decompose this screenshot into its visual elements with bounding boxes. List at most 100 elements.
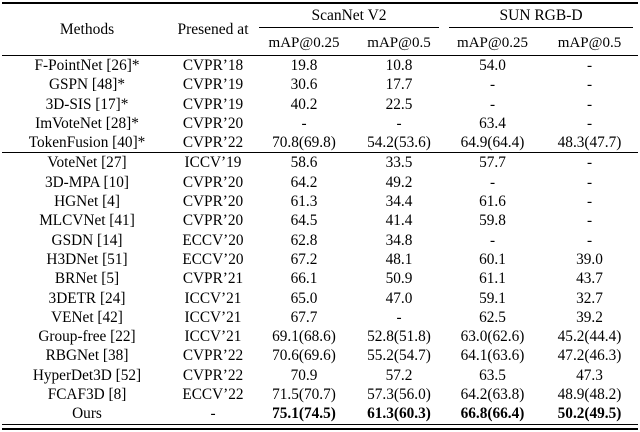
value-cell: 39.0 bbox=[576, 250, 603, 268]
value-cell: 54.0 bbox=[479, 57, 506, 74]
col-group-sunrgbd-label: SUN RGB-D bbox=[449, 4, 634, 28]
method-cell: ImVoteNet [28]* bbox=[35, 114, 139, 132]
value-cell: 40.2 bbox=[290, 95, 318, 113]
table-row: HGNet [4] CVPR’20 61.3 34.4 61.6 - bbox=[2, 192, 638, 211]
bottom-rule bbox=[2, 427, 638, 430]
method-cell: Group-free [22] bbox=[38, 328, 136, 346]
value-cell: 61.1 bbox=[479, 270, 506, 288]
venue-cell: ICCV’21 bbox=[184, 308, 242, 326]
table-row: MLCVNet [41] CVPR’20 64.5 41.4 59.8 - bbox=[2, 211, 638, 230]
venue-cell: CVPR’20 bbox=[182, 193, 244, 211]
value-cell: 30.6 bbox=[290, 76, 318, 94]
value-cell: 57.7 bbox=[444, 152, 541, 172]
table-row: FCAF3D [8] ECCV’22 71.5(70.7) 57.3(56.0) 64.… bbox=[2, 385, 638, 404]
value-cell: 62.5 bbox=[479, 308, 506, 326]
table-header: Methods Presened at ScanNet V2 SUN RGB-D… bbox=[2, 2, 639, 56]
value-cell: 34.4 bbox=[385, 193, 413, 211]
venue-cell: - bbox=[172, 404, 254, 425]
value-cell: 62.8 bbox=[290, 231, 318, 249]
method-cell: HGNet [4] bbox=[54, 193, 120, 211]
venue-cell: ECCV’22 bbox=[182, 386, 244, 404]
header-row-groups: Methods Presened at ScanNet V2 SUN RGB-D bbox=[2, 2, 639, 56]
venue-cell: ICCV’19 bbox=[172, 152, 254, 172]
method-cell: VENet [42] bbox=[51, 308, 123, 326]
venue-cell: ECCV’20 bbox=[182, 250, 244, 268]
value-cell: 71.5(70.7) bbox=[272, 386, 336, 404]
table-row: Ours -75.1(74.5) 61.3(60.3) 66.8(66.4) 50.2(… bbox=[2, 404, 639, 425]
value-cell: - bbox=[541, 152, 639, 172]
value-cell: 48.3(47.7) bbox=[557, 134, 622, 152]
method-cell: FCAF3D [8] bbox=[47, 386, 127, 404]
table-row: VENet [42] ICCV’21 67.7 - 62.5 39.2 bbox=[2, 308, 638, 327]
value-cell: 52.8(51.8) bbox=[367, 328, 431, 346]
value-cell: 59.1 bbox=[479, 289, 506, 307]
value-cell: 54.2(53.6) bbox=[367, 134, 431, 152]
value-cell: - bbox=[396, 114, 402, 132]
value-cell: - bbox=[586, 173, 593, 191]
venue-cell: ECCV’20 bbox=[182, 231, 244, 249]
value-cell: 58.6 bbox=[254, 152, 354, 172]
method-cell: BRNet [5] bbox=[54, 270, 120, 288]
method-cell: Ours bbox=[2, 404, 172, 425]
value-cell: - bbox=[586, 231, 593, 249]
table-row: ImVoteNet [28]* CVPR’20 - - 63.4 - bbox=[2, 114, 638, 133]
value-cell: 48.1 bbox=[385, 250, 413, 268]
table-row: H3DNet [51] ECCV’20 67.2 48.1 60.1 39.0 bbox=[2, 250, 638, 269]
value-cell: 65.0 bbox=[290, 289, 318, 307]
value-cell: 47.3 bbox=[576, 366, 603, 384]
value-cell: 70.8(69.8) bbox=[272, 134, 336, 152]
value-cell: 67.7 bbox=[290, 308, 318, 326]
value-cell: 50.9 bbox=[385, 270, 413, 288]
value-cell: 10.8 bbox=[385, 57, 413, 74]
method-cell: 3D-MPA [10] bbox=[44, 173, 129, 191]
value-cell: 70.6(69.6) bbox=[272, 347, 336, 365]
value-cell: 48.9(48.2) bbox=[557, 386, 622, 404]
value-cell: - bbox=[489, 76, 496, 94]
method-cell: RBGNet [38] bbox=[45, 347, 129, 365]
table-row: BRNet [5] CVPR’21 66.1 50.9 61.1 43.7 bbox=[2, 269, 638, 288]
value-cell: - bbox=[586, 57, 593, 74]
value-cell: 61.3(60.3) bbox=[354, 404, 444, 425]
table-row: 3D-MPA [10] CVPR’20 64.2 49.2 - - bbox=[2, 173, 638, 192]
value-cell: 64.1(63.6) bbox=[460, 347, 525, 365]
value-cell: 63.5 bbox=[479, 366, 506, 384]
value-cell: 17.7 bbox=[385, 76, 413, 94]
method-cell: H3DNet [51] bbox=[46, 250, 128, 268]
value-cell: 57.2 bbox=[385, 366, 413, 384]
venue-cell: CVPR’20 bbox=[182, 173, 244, 191]
venue-cell: CVPR’20 bbox=[182, 212, 244, 230]
venue-cell: CVPR’22 bbox=[182, 134, 244, 152]
table-row: VoteNet [27] ICCV’19 58.6 33.5 57.7- bbox=[2, 152, 639, 172]
value-cell: - bbox=[586, 114, 593, 132]
value-cell: 47.0 bbox=[385, 289, 413, 307]
value-cell: 63.0(62.6) bbox=[460, 328, 525, 346]
value-cell: 70.9 bbox=[290, 366, 318, 384]
method-cell: GSDN [14] bbox=[51, 231, 123, 249]
method-cell: 3D-SIS [17]* bbox=[45, 95, 129, 113]
value-cell: 61.3 bbox=[290, 193, 318, 211]
table-row: RBGNet [38] CVPR’22 70.6(69.6) 55.2(54.7) 64… bbox=[2, 346, 638, 365]
col-group-sunrgbd: SUN RGB-D bbox=[444, 2, 639, 31]
venue-cell: CVPR’21 bbox=[182, 270, 244, 288]
value-cell: 64.2(63.8) bbox=[460, 386, 525, 404]
table-row: 3D-SIS [17]* CVPR’19 40.2 22.5 - - bbox=[2, 95, 638, 114]
value-cell: 64.9(64.4) bbox=[460, 134, 525, 152]
value-cell: - bbox=[586, 212, 593, 230]
venue-cell: CVPR’22 bbox=[182, 366, 244, 384]
value-cell: 57.3(56.0) bbox=[367, 386, 431, 404]
value-cell: - bbox=[489, 231, 496, 249]
venue-cell: CVPR’19 bbox=[182, 95, 244, 113]
method-cell: VoteNet [27] bbox=[2, 152, 172, 172]
value-cell: 61.6 bbox=[479, 193, 506, 211]
value-cell: 66.8(66.4) bbox=[444, 404, 541, 425]
method-cell: TokenFusion [40]* bbox=[28, 134, 146, 152]
value-cell: 49.2 bbox=[385, 173, 413, 191]
col-group-scannet-label: ScanNet V2 bbox=[259, 4, 439, 28]
table-row: TokenFusion [40]* CVPR’22 70.8(69.8) 54.2(5… bbox=[2, 133, 638, 152]
table-row: GSDN [14] ECCV’20 62.8 34.8 - - bbox=[2, 231, 638, 250]
col-header-sunrgbd-map025: mAP@0.25 bbox=[444, 31, 541, 56]
value-cell: - bbox=[586, 95, 593, 113]
table-body: F-PointNet [26]* CVPR’18 19.8 10.8 54.0- GSPN… bbox=[2, 56, 639, 425]
venue-cell: CVPR’22 bbox=[182, 347, 244, 365]
